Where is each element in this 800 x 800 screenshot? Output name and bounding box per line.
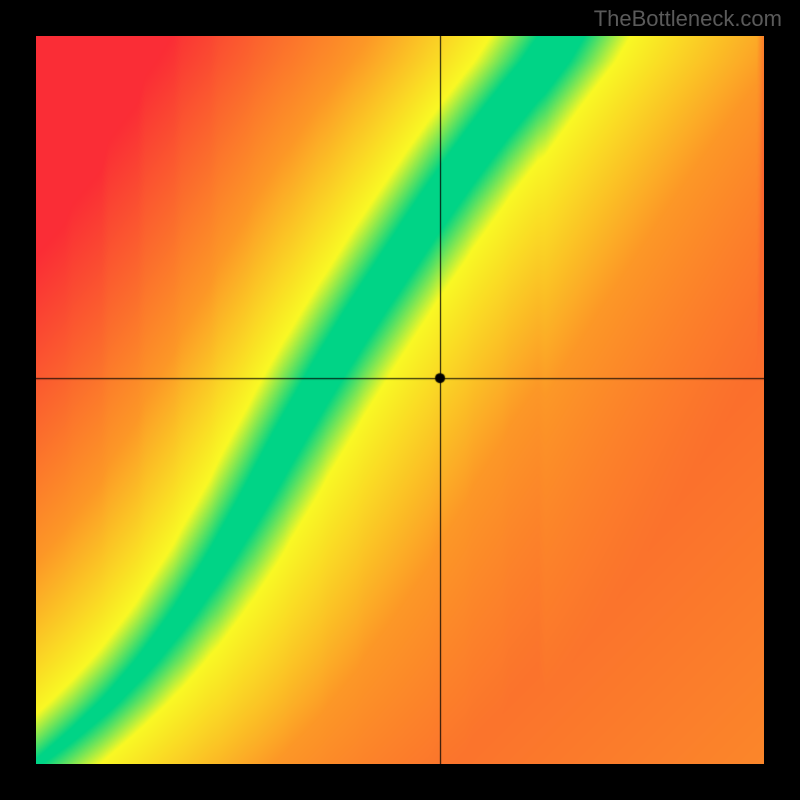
heatmap-canvas — [36, 36, 764, 764]
bottleneck-heatmap — [36, 36, 764, 764]
watermark-text: TheBottleneck.com — [594, 6, 782, 32]
